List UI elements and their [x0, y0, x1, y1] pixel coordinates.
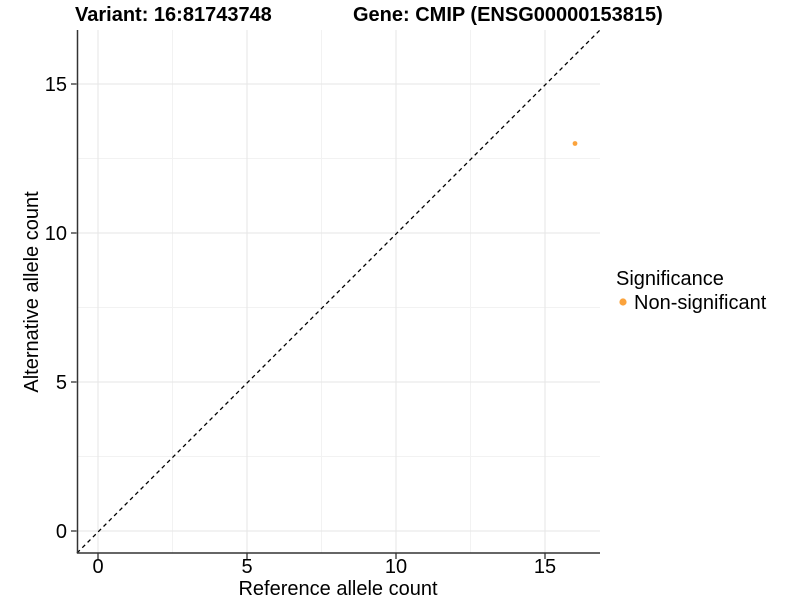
x-axis-title: Reference allele count	[238, 578, 437, 600]
x-tick-label-15: 15	[534, 556, 556, 578]
x-tick-label-0: 0	[92, 556, 103, 578]
legend: Significance Non-significant	[616, 268, 767, 314]
y-tick-label-5: 5	[56, 372, 67, 394]
identity-reference-line	[76, 29, 601, 554]
y-tick-label-0: 0	[56, 521, 67, 543]
gridlines-major	[77, 30, 600, 553]
x-tick-label-10: 10	[385, 556, 407, 578]
axis-lines	[76, 30, 600, 554]
plot-title-variant: Variant: 16:81743748	[75, 4, 272, 26]
legend-title: Significance	[616, 268, 724, 290]
x-tick-label-5: 5	[241, 556, 252, 578]
data-point	[572, 141, 578, 146]
legend-item-label: Non-significant	[634, 292, 767, 314]
legend-key-dot-icon	[619, 298, 627, 306]
plot-title-gene: Gene: CMIP (ENSG00000153815)	[353, 4, 663, 26]
y-axis-title: Alternative allele count	[21, 191, 43, 393]
y-tick-label-15: 15	[45, 74, 67, 96]
tick-marks	[71, 83, 546, 559]
gridlines-minor	[77, 30, 600, 553]
y-tick-label-10: 10	[45, 223, 67, 245]
